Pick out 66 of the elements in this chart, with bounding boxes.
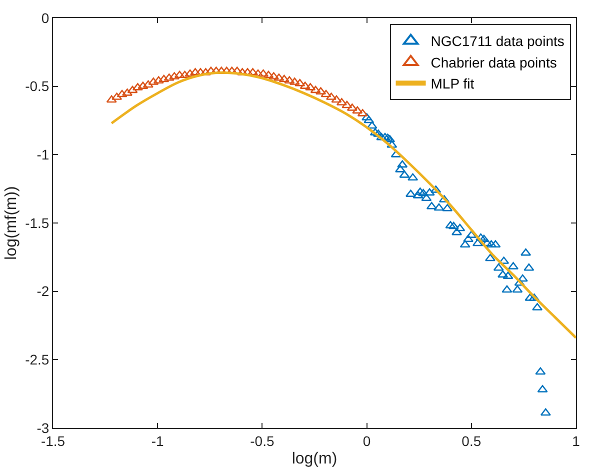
point xyxy=(424,188,435,196)
y-tick-label: 0 xyxy=(41,10,50,26)
point xyxy=(320,90,332,98)
point xyxy=(498,270,508,278)
x-tick-label: -1 xyxy=(151,432,164,449)
point xyxy=(502,285,512,293)
point xyxy=(484,254,496,262)
point xyxy=(493,263,504,271)
point xyxy=(460,240,470,248)
point xyxy=(476,233,486,241)
point xyxy=(116,90,128,98)
point xyxy=(514,278,525,286)
point xyxy=(164,73,174,81)
legend-label: Chabrier data points xyxy=(430,54,557,70)
point xyxy=(512,285,523,293)
point xyxy=(342,100,352,108)
point xyxy=(153,76,164,84)
point xyxy=(284,76,295,84)
point xyxy=(486,240,497,248)
point xyxy=(158,74,170,82)
point xyxy=(366,121,378,129)
point xyxy=(408,173,418,181)
point xyxy=(448,222,459,230)
y-tick-label: -1.5 xyxy=(25,214,50,231)
point xyxy=(180,70,190,78)
y-tick-label: -2 xyxy=(36,283,50,300)
legend-label: NGC1711 data points xyxy=(430,33,564,50)
legend-label: MLP fit xyxy=(430,76,474,92)
point xyxy=(252,69,264,77)
point xyxy=(274,73,284,81)
point xyxy=(397,160,408,168)
y-tick-label: -0.5 xyxy=(25,78,50,94)
x-tick-label: 1 xyxy=(572,432,580,449)
point xyxy=(517,274,528,282)
point xyxy=(472,238,483,246)
y-axis-title: log(mf(m)) xyxy=(2,186,20,260)
point xyxy=(364,116,374,124)
y-tick-label: -3 xyxy=(36,420,50,436)
point xyxy=(520,248,532,256)
x-tick-label: 0 xyxy=(362,432,371,449)
point xyxy=(535,367,546,375)
y-tick-label: -1 xyxy=(36,146,50,163)
point xyxy=(418,188,429,196)
point xyxy=(174,70,185,78)
point xyxy=(524,263,534,271)
point xyxy=(106,95,117,103)
point xyxy=(331,95,342,103)
y-tick-label: -2.5 xyxy=(25,352,50,368)
point xyxy=(278,74,290,82)
point xyxy=(386,140,398,148)
x-tick-label: 0.5 xyxy=(462,432,482,449)
point xyxy=(294,78,306,86)
point xyxy=(540,408,551,416)
point xyxy=(426,202,437,210)
point xyxy=(127,86,138,94)
point xyxy=(263,70,274,78)
point xyxy=(352,106,363,114)
point xyxy=(490,240,501,248)
point xyxy=(454,224,466,232)
x-axis-title: log(m) xyxy=(292,450,338,468)
x-tick-label: -0.5 xyxy=(250,432,274,449)
point xyxy=(184,69,196,77)
point xyxy=(310,86,321,94)
point xyxy=(142,80,154,88)
point xyxy=(384,134,396,142)
point xyxy=(434,203,444,211)
